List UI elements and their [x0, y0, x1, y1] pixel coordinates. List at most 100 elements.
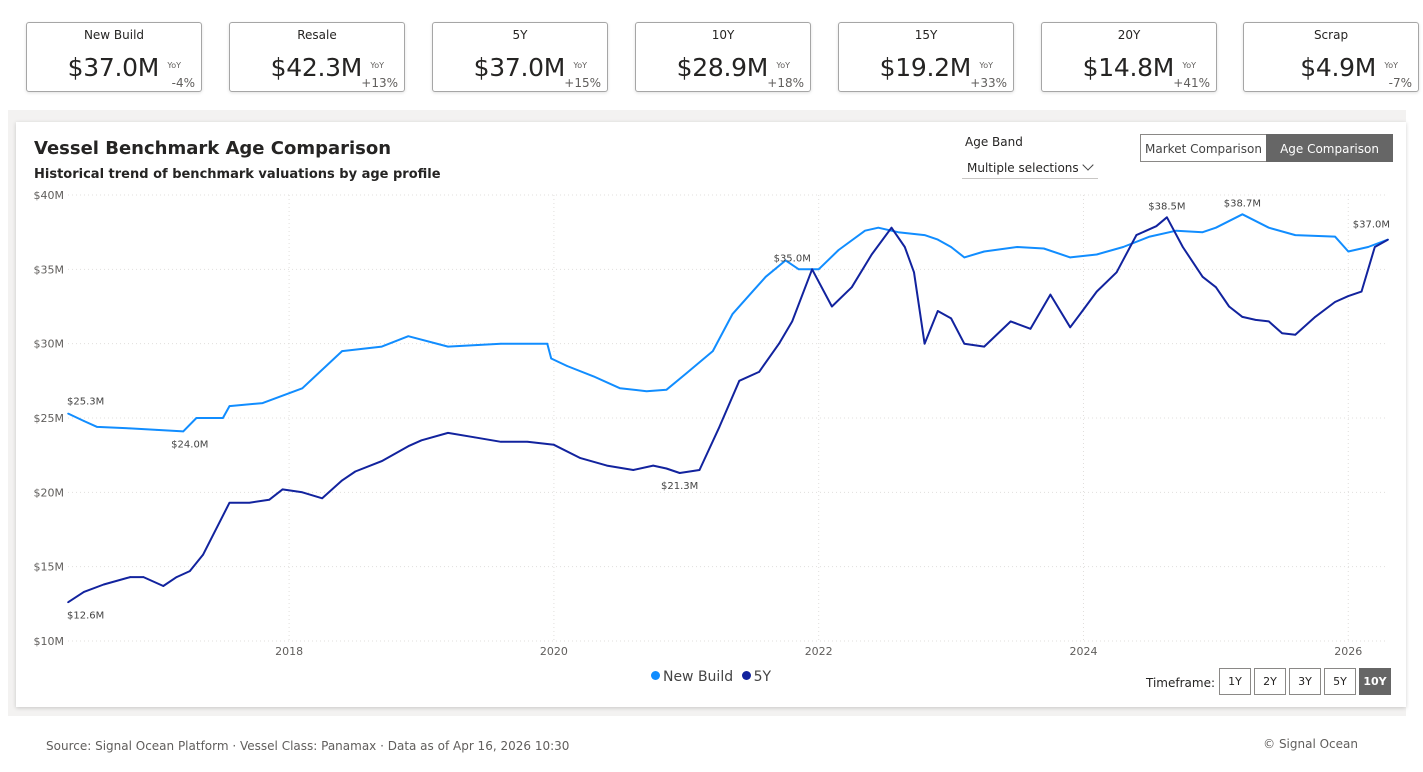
data-point	[678, 472, 681, 474]
kpi-card[interactable]: 15Y $19.2M YoY +33%	[838, 22, 1014, 92]
data-point	[665, 388, 668, 391]
timeframe-3y-button[interactable]: 3Y	[1289, 668, 1321, 695]
data-point	[1201, 275, 1204, 278]
data-point	[228, 501, 231, 504]
data-point	[850, 286, 853, 288]
data-point	[447, 432, 449, 434]
data-point	[1268, 226, 1270, 229]
data-point	[718, 426, 721, 428]
y-tick-label: $25M	[34, 412, 65, 425]
data-point	[1201, 231, 1204, 233]
timeframe-5y-button[interactable]: 5Y	[1324, 668, 1356, 695]
data-point	[321, 497, 324, 500]
data-point	[937, 238, 939, 241]
age-comparison-toggle[interactable]: Age Comparison	[1266, 134, 1393, 162]
chart-subtitle: Historical trend of benchmark valuations…	[34, 167, 441, 182]
kpi-yoy-change: +33%	[970, 76, 1007, 90]
data-label: $38.5M	[1148, 201, 1185, 212]
y-tick-label: $20M	[34, 486, 65, 499]
data-point	[83, 591, 85, 593]
data-point	[1069, 256, 1072, 259]
data-point	[1166, 216, 1168, 219]
data-point	[831, 305, 833, 308]
data-point	[1049, 293, 1052, 296]
kpi-label: 15Y	[914, 28, 938, 42]
kpi-label: Scrap	[1313, 28, 1349, 42]
data-point	[963, 256, 966, 259]
data-point	[1135, 234, 1138, 236]
kpi-value: $42.3M	[270, 53, 363, 82]
timeframe-1y-button[interactable]: 1Y	[1219, 668, 1251, 695]
legend-item-5y[interactable]: 5Y	[741, 669, 771, 685]
data-label: $24.0M	[171, 439, 208, 450]
line-chart: $10M $15M $20M $25M $30M $35M $40M 2018 2020 2022…	[34, 189, 1391, 658]
data-point	[566, 365, 568, 367]
kpi-card[interactable]: 5Y $37.0M YoY +15%	[432, 22, 608, 92]
data-point	[665, 467, 668, 470]
data-point	[923, 342, 926, 345]
legend-item-new-build[interactable]: New Build	[650, 669, 734, 685]
kpi-yoy-label: YoY	[370, 61, 384, 70]
data-label: $12.6M	[67, 610, 104, 621]
y-tick-label: $40M	[34, 189, 65, 202]
kpi-yoy-change: +13%	[361, 76, 398, 90]
series-line-new-build	[67, 213, 1389, 433]
kpi-card[interactable]: 10Y $28.9M YoY +18%	[635, 22, 811, 92]
footer-source: Source: Signal Ocean Platform · Vessel C…	[46, 739, 570, 753]
data-point	[67, 412, 69, 415]
data-point	[645, 390, 648, 393]
kpi-label: 5Y	[512, 28, 528, 42]
data-point	[301, 491, 304, 494]
data-label: $38.7M	[1224, 198, 1261, 209]
y-tick-label: $30M	[34, 338, 65, 351]
data-point	[268, 498, 271, 501]
data-point	[129, 427, 132, 430]
data-point	[195, 417, 198, 419]
kpi-label: Resale	[297, 28, 337, 42]
kpi-card[interactable]: New Build $37.0M YoY -4%	[26, 22, 202, 92]
legend-label: New Build	[662, 669, 734, 685]
data-point	[546, 342, 549, 345]
kpi-value: $19.2M	[879, 53, 972, 82]
legend-dot-icon	[741, 671, 751, 680]
data-point	[1347, 295, 1350, 297]
data-point	[228, 405, 231, 407]
kpi-value: $37.0M	[473, 53, 566, 82]
data-point	[354, 470, 357, 473]
timeframe-10y-button[interactable]: 10Y	[1359, 668, 1391, 695]
data-point	[182, 430, 184, 433]
kpi-yoy-label: YoY	[979, 61, 993, 70]
kpi-value: $28.9M	[676, 53, 769, 82]
data-point	[890, 226, 893, 229]
data-point	[1029, 328, 1032, 330]
data-point	[550, 357, 553, 360]
data-point	[1314, 316, 1316, 318]
data-point	[837, 249, 840, 251]
data-point	[1215, 226, 1217, 229]
data-point	[142, 576, 145, 578]
data-point	[963, 342, 966, 345]
kpi-yoy-label: YoY	[167, 61, 181, 70]
timeframe-2y-button[interactable]: 2Y	[1254, 668, 1286, 695]
kpi-yoy-label: YoY	[776, 61, 790, 70]
data-point	[341, 350, 343, 352]
kpi-card[interactable]: Scrap $4.9M YoY -7%	[1243, 22, 1419, 92]
age-band-dropdown[interactable]: Multiple selections	[962, 155, 1098, 179]
data-point	[1115, 271, 1118, 274]
data-point	[473, 436, 476, 439]
data-point	[1373, 246, 1376, 248]
data-point	[1294, 333, 1297, 336]
data-point	[1347, 250, 1350, 253]
data-point	[1268, 320, 1270, 323]
kpi-card[interactable]: Resale $42.3M YoY +13%	[229, 22, 405, 92]
kpi-yoy-change: +18%	[767, 76, 804, 90]
x-tick-label: 2022	[805, 645, 833, 658]
data-point	[380, 345, 383, 348]
data-point	[1281, 332, 1283, 335]
data-point	[1016, 246, 1019, 248]
data-point	[903, 246, 906, 248]
data-point	[420, 439, 423, 442]
kpi-yoy-change: +15%	[564, 76, 601, 90]
kpi-card[interactable]: 20Y $14.8M YoY +41%	[1041, 22, 1217, 92]
data-point	[281, 488, 284, 491]
